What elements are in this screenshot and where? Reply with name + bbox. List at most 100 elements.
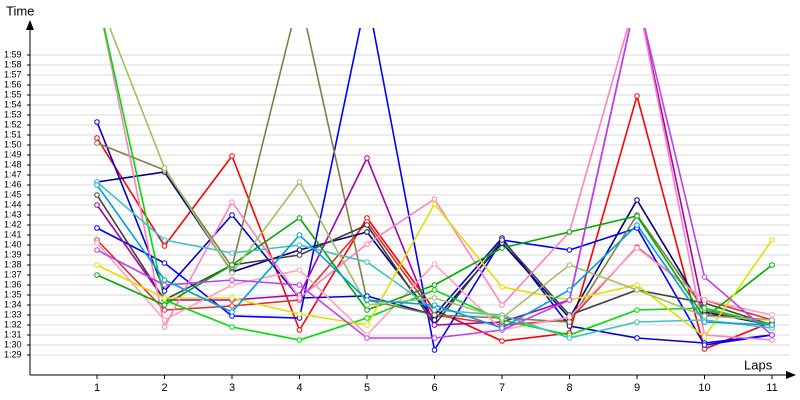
point <box>634 335 640 341</box>
point <box>229 277 235 283</box>
x-tick-label: 11 <box>766 382 777 394</box>
x-tick-label: 7 <box>499 382 505 394</box>
point <box>701 313 708 319</box>
point <box>364 259 370 265</box>
point <box>364 229 370 235</box>
point <box>161 277 168 283</box>
y-tick-label: 1:31 <box>4 329 22 339</box>
point <box>634 213 640 219</box>
point <box>431 287 438 293</box>
point <box>161 302 168 308</box>
point <box>431 302 438 308</box>
point <box>634 93 640 99</box>
point <box>161 282 168 288</box>
point <box>364 315 370 321</box>
point <box>296 252 303 258</box>
point <box>161 165 168 171</box>
point <box>296 327 303 333</box>
point <box>431 307 438 313</box>
point <box>431 282 438 288</box>
point <box>296 215 303 221</box>
point <box>94 192 100 198</box>
point <box>161 317 168 323</box>
point <box>701 274 708 280</box>
point <box>431 317 438 323</box>
point <box>769 332 775 338</box>
x-tick-label: 4 <box>296 382 302 394</box>
point <box>769 312 775 318</box>
point <box>431 312 438 318</box>
point <box>769 237 775 243</box>
point <box>634 307 640 313</box>
point <box>94 119 100 125</box>
point <box>229 270 235 276</box>
y-tick-label: 1:32 <box>4 319 22 329</box>
x-tick-label: 1 <box>94 382 100 394</box>
x-tick-label: 10 <box>698 382 710 394</box>
point <box>701 334 708 340</box>
point <box>364 222 370 228</box>
point <box>769 262 775 268</box>
point <box>161 295 168 301</box>
point <box>296 232 303 238</box>
x-tick-label: 5 <box>364 382 370 394</box>
point <box>94 140 100 146</box>
point <box>566 297 573 303</box>
y-tick-label: 1:40 <box>4 239 22 249</box>
point <box>229 295 235 301</box>
y-tick-label: 1:43 <box>4 209 22 219</box>
point <box>161 260 168 266</box>
point <box>499 338 505 344</box>
point <box>161 307 168 313</box>
y-tick-label: 1:29 <box>4 349 22 359</box>
y-tick-label: 1:42 <box>4 219 22 229</box>
point <box>566 314 573 320</box>
point <box>94 182 100 188</box>
point <box>94 272 100 278</box>
point <box>229 250 235 256</box>
x-tick-label: 9 <box>634 382 640 394</box>
x-tick-label: 8 <box>566 382 572 394</box>
x-axis-title: Laps <box>744 357 773 372</box>
point <box>634 222 640 228</box>
point <box>566 319 573 325</box>
point <box>499 284 505 290</box>
point <box>364 307 370 313</box>
y-tick-label: 1:53 <box>4 109 22 119</box>
point <box>229 309 235 315</box>
point <box>769 317 775 323</box>
point <box>634 282 640 288</box>
y-tick-label: 1:59 <box>4 49 22 59</box>
y-tick-label: 1:37 <box>4 269 22 279</box>
point <box>634 197 640 203</box>
point <box>431 295 438 301</box>
point <box>499 315 505 321</box>
y-tick-label: 1:47 <box>4 169 22 179</box>
point <box>769 322 775 328</box>
point <box>229 153 235 159</box>
point <box>161 288 168 294</box>
point <box>229 199 235 205</box>
point <box>566 262 573 268</box>
point <box>431 322 438 328</box>
y-tick-label: 1:56 <box>4 79 22 89</box>
y-tick-label: 1:45 <box>4 189 22 199</box>
point <box>364 335 370 341</box>
point <box>769 337 775 343</box>
point <box>701 297 708 303</box>
point <box>94 247 100 253</box>
point <box>161 324 168 330</box>
y-tick-label: 1:36 <box>4 279 22 289</box>
point <box>566 229 573 235</box>
x-axis-arrow <box>786 371 796 379</box>
point <box>229 282 235 288</box>
point <box>161 243 168 249</box>
point <box>296 311 303 317</box>
x-tick-label: 3 <box>229 382 235 394</box>
point <box>296 247 303 253</box>
point <box>94 135 100 141</box>
point <box>94 240 100 246</box>
point <box>94 225 100 231</box>
point <box>296 282 303 288</box>
